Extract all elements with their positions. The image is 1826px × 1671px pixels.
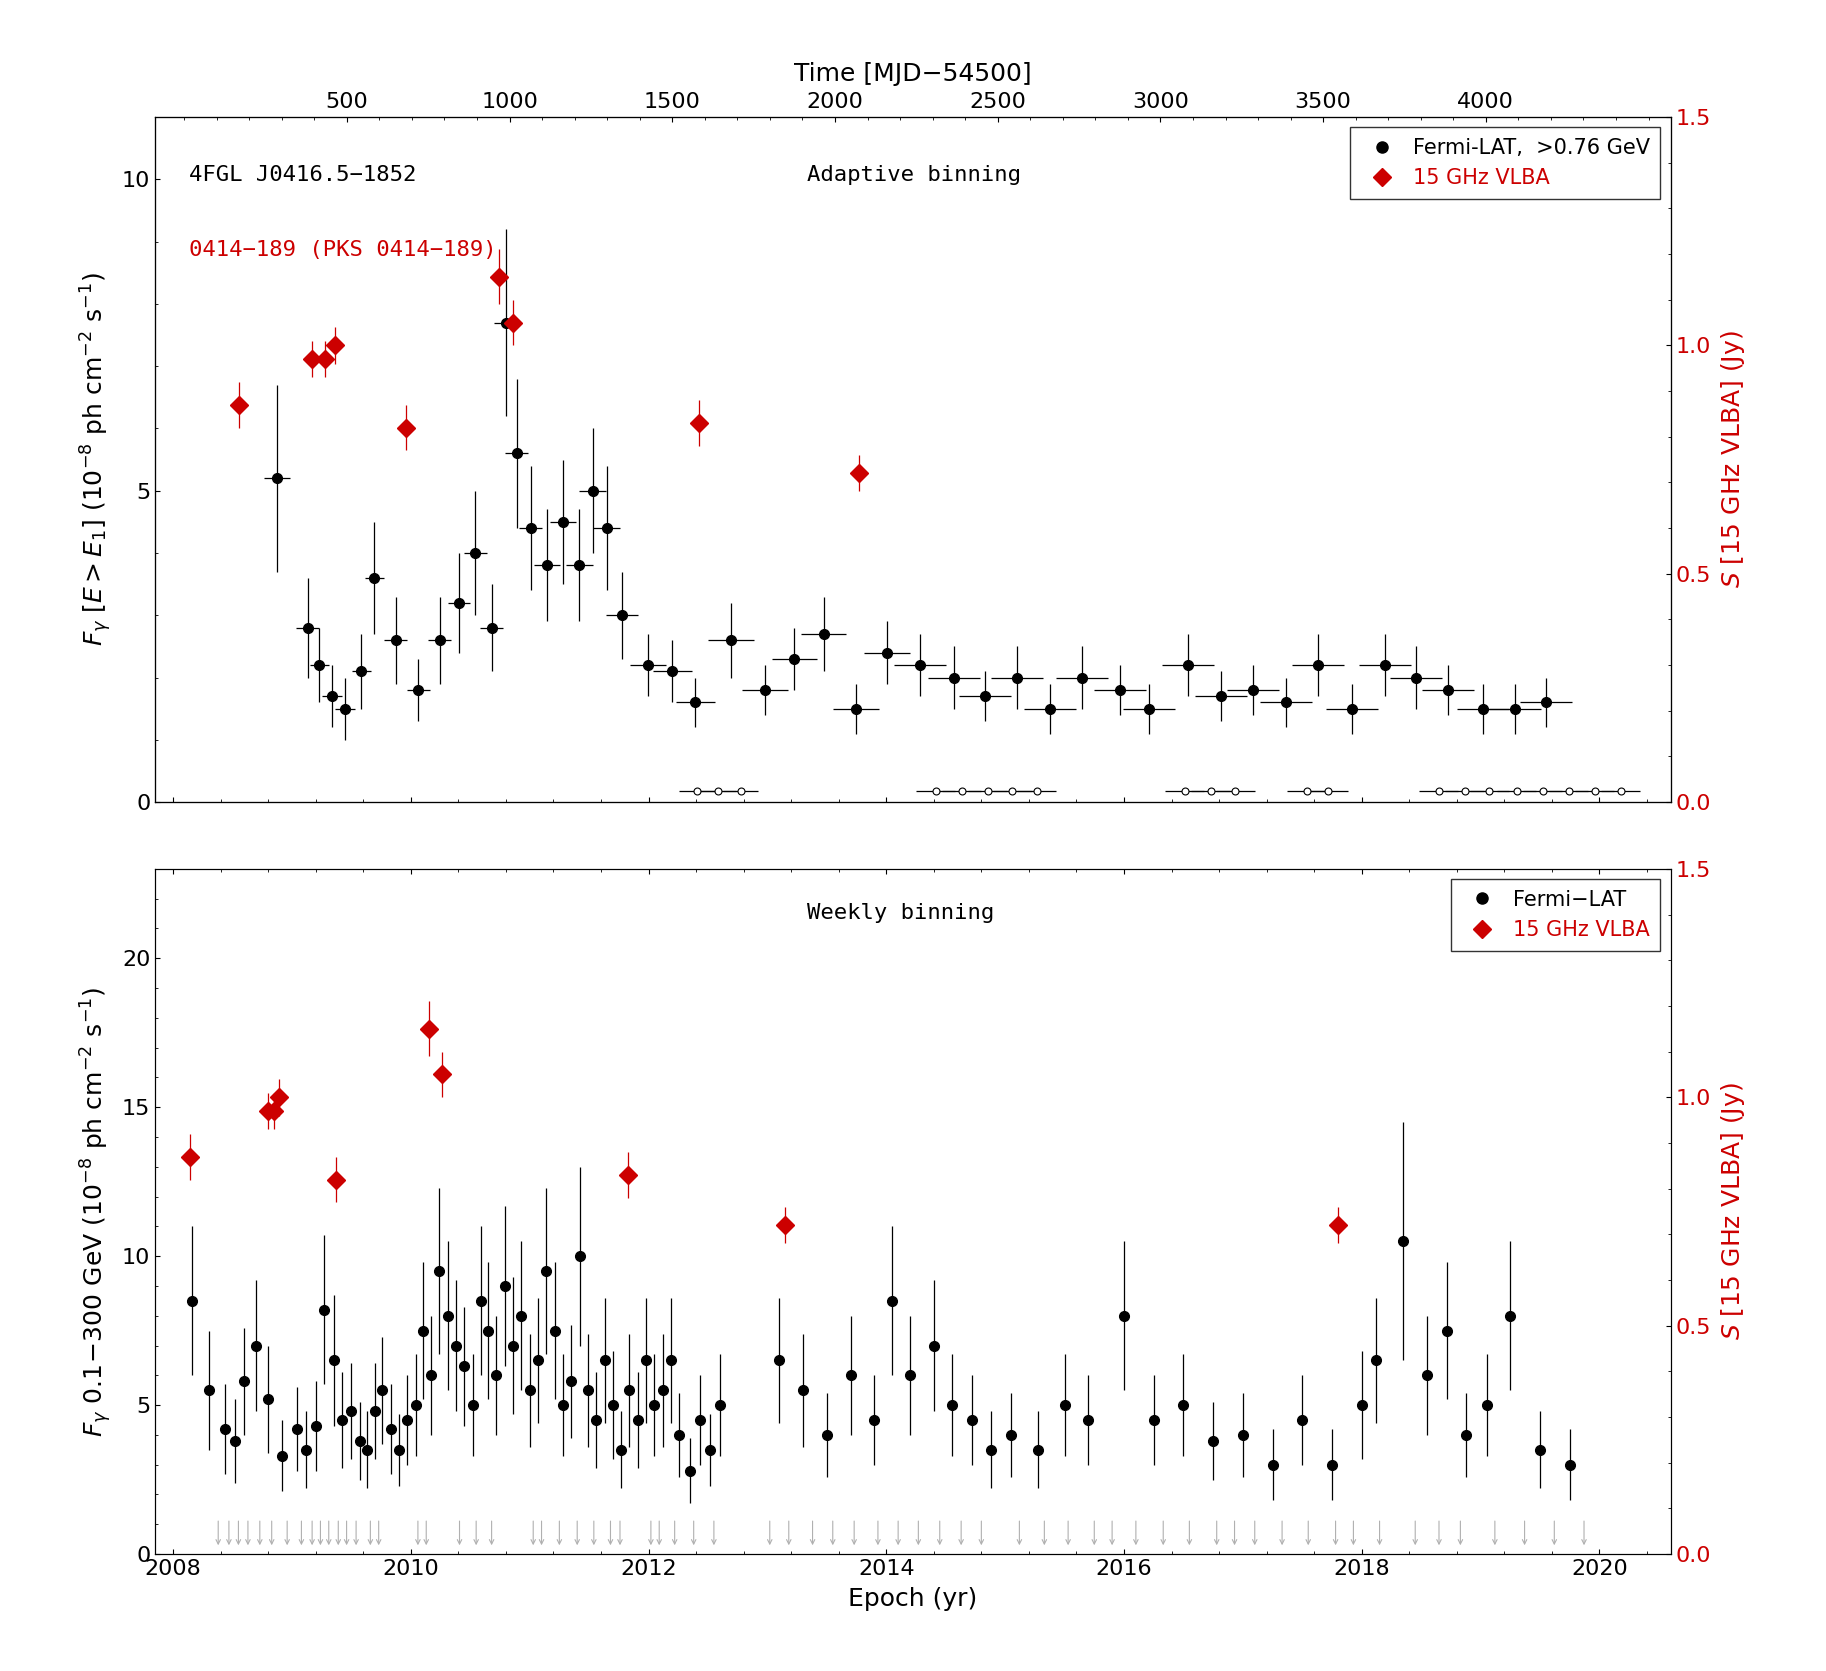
Y-axis label: $S\ [15\ \mathrm{GHz\ VLBA}]\ (\mathrm{Jy})$: $S\ [15\ \mathrm{GHz\ VLBA}]\ (\mathrm{J…	[1720, 1083, 1747, 1340]
Y-axis label: $S\ [15\ \mathrm{GHz\ VLBA}]\ (\mathrm{Jy})$: $S\ [15\ \mathrm{GHz\ VLBA}]\ (\mathrm{J…	[1720, 331, 1747, 588]
Text: 0414−189 (PKS 0414−189): 0414−189 (PKS 0414−189)	[188, 241, 497, 261]
X-axis label: Epoch (yr): Epoch (yr)	[849, 1587, 977, 1611]
Text: Adaptive binning: Adaptive binning	[807, 165, 1021, 185]
Text: Weekly binning: Weekly binning	[807, 902, 993, 922]
Legend: Fermi-LAT,  >0.76 GeV, 15 GHz VLBA: Fermi-LAT, >0.76 GeV, 15 GHz VLBA	[1351, 127, 1660, 199]
Y-axis label: $F_{\gamma}\ 0.1\!-\!300\ \mathrm{GeV}\ (10^{-8}\ \mathrm{ph\ cm^{-2}\ s^{-1}})$: $F_{\gamma}\ 0.1\!-\!300\ \mathrm{GeV}\ …	[79, 986, 113, 1437]
Legend: Fermi−LAT, 15 GHz VLBA: Fermi−LAT, 15 GHz VLBA	[1450, 879, 1660, 951]
Text: 4FGL J0416.5−1852: 4FGL J0416.5−1852	[188, 165, 416, 185]
Y-axis label: $F_{\gamma}\ [E>E_1]\ (10^{-8}\ \mathrm{ph\ cm^{-2}\ s^{-1}})$: $F_{\gamma}\ [E>E_1]\ (10^{-8}\ \mathrm{…	[79, 272, 113, 647]
X-axis label: Time [MJD−54500]: Time [MJD−54500]	[794, 62, 1032, 85]
